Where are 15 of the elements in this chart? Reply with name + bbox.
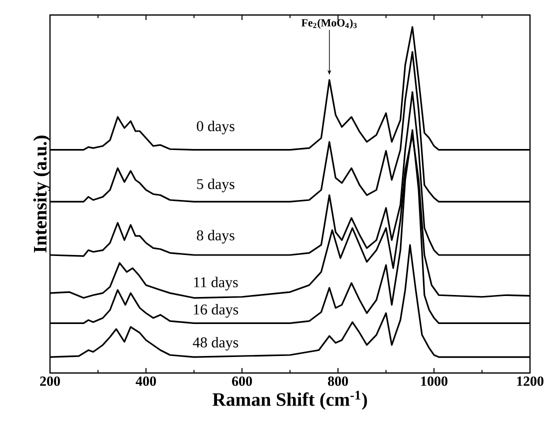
series-label: 48 days (192, 336, 238, 351)
series-label: 5 days (197, 178, 234, 192)
x-tick-label: 1200 (517, 376, 544, 386)
annotation: Fe$_{2}$(MoO$_{4}$)$_{3}$ (301, 18, 357, 29)
y-axis-title: Intensity (a.u.) (33, 136, 50, 253)
series-label: 0 days (196, 120, 234, 134)
x-tick-label: 200 (40, 376, 60, 386)
x-tick-label: 800 (328, 376, 348, 386)
x-tick-label: 600 (232, 376, 252, 386)
x-axis-title: Raman Shift (cm$^{-1}$) (212, 390, 367, 410)
series-label: 16 days (194, 304, 238, 318)
series-label: 11 days (194, 276, 238, 290)
series-label: 8 days (196, 230, 234, 244)
x-tick-label: 400 (136, 376, 156, 386)
x-tick-label: 1000 (421, 376, 448, 386)
